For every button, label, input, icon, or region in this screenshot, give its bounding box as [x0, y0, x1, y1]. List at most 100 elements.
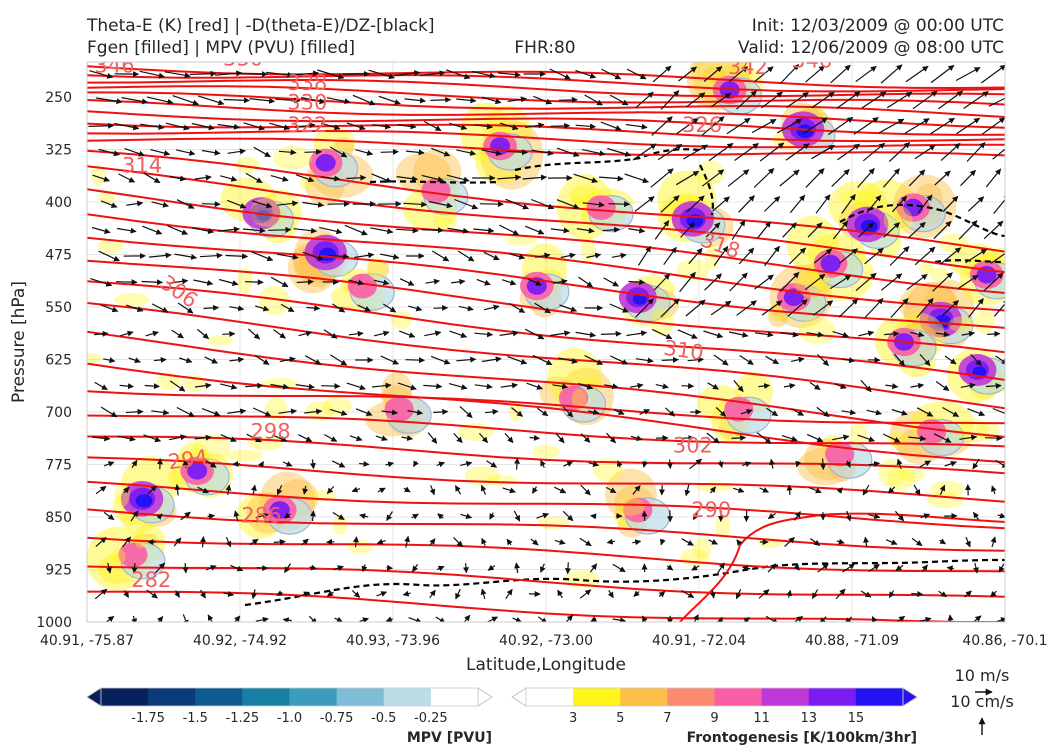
wind-vector — [368, 69, 395, 80]
fgen-speck — [207, 335, 233, 346]
fgen-speck — [532, 445, 560, 459]
wind-vector — [685, 92, 706, 108]
wind-vector — [522, 174, 547, 181]
fgen-speck — [90, 164, 106, 187]
wind-vector — [483, 304, 500, 311]
fgen-speck — [225, 449, 263, 462]
wind-vector — [603, 383, 619, 390]
fgen-speck — [87, 353, 102, 364]
wind-vector — [456, 97, 477, 104]
wind-vector — [272, 434, 288, 442]
wind-vector — [148, 252, 172, 259]
fgen-core — [384, 396, 414, 422]
wind-vector — [883, 222, 900, 238]
wind-vector — [983, 272, 1004, 292]
wind-vector — [552, 383, 569, 390]
wind-vector — [701, 169, 725, 187]
wind-vector — [106, 562, 112, 574]
wind-vector — [981, 64, 1005, 84]
wind-vector — [230, 564, 244, 572]
wind-vector — [794, 511, 801, 521]
wind-vector — [959, 434, 978, 441]
wind-vector — [203, 304, 220, 311]
wind-vector — [639, 409, 650, 415]
wind-vector — [965, 248, 988, 264]
wind-vector — [404, 535, 411, 548]
fgen-speck — [249, 197, 284, 227]
wind-vector — [119, 330, 134, 337]
wind-vector — [174, 253, 198, 260]
wind-vector — [227, 408, 247, 415]
wind-vector — [512, 617, 522, 622]
wind-vector — [705, 222, 721, 238]
wind-vector — [784, 536, 795, 548]
wind-vector — [855, 65, 877, 83]
wind-vector — [428, 201, 453, 209]
wind-vector — [412, 564, 419, 573]
wind-vector — [486, 460, 498, 468]
wind-vector — [581, 149, 606, 157]
wind-vector — [930, 64, 955, 84]
wind-vector — [837, 143, 861, 161]
fgen-speck — [956, 418, 989, 443]
fgen-speck — [234, 157, 260, 174]
fgen-speck — [886, 431, 909, 448]
wind-vector — [537, 616, 548, 622]
wind-vector — [891, 195, 908, 213]
fgen-speck — [114, 481, 130, 507]
wind-vector — [459, 405, 473, 419]
wind-vector — [817, 563, 829, 573]
wind-vector — [526, 382, 543, 390]
wind-vector — [176, 406, 195, 418]
wind-vector — [92, 174, 110, 182]
wind-vector — [655, 383, 669, 390]
wind-vector — [481, 356, 502, 363]
wind-vector — [554, 539, 566, 545]
wind-vector — [168, 434, 187, 441]
wind-vector — [284, 512, 291, 519]
wind-vector — [871, 616, 878, 622]
wind-vector — [973, 511, 980, 520]
wind-vector — [607, 147, 632, 157]
wind-vector — [606, 432, 616, 444]
wind-vector — [507, 96, 527, 103]
wind-vector — [514, 457, 521, 470]
wind-vector — [253, 146, 271, 158]
wind-vector — [403, 201, 428, 208]
y-tick-label: 925 — [45, 563, 72, 579]
wind-vector — [284, 563, 291, 573]
wind-vector — [944, 355, 957, 365]
wind-vector — [90, 278, 113, 287]
wind-vector — [739, 354, 754, 366]
wind-vector — [598, 175, 624, 182]
wind-vector — [143, 172, 161, 184]
fgen-speck — [347, 539, 373, 554]
wind-vector — [323, 329, 338, 339]
colorbar-segment — [289, 688, 338, 706]
wind-vector — [374, 279, 390, 286]
wind-vector — [795, 460, 802, 468]
wind-vector — [683, 144, 709, 160]
wind-vector — [934, 170, 951, 186]
wind-vector — [445, 69, 471, 80]
wind-vector — [156, 513, 163, 520]
wind-vector — [531, 198, 555, 210]
wind-vector — [304, 148, 323, 155]
wind-vector — [355, 149, 374, 156]
wind-vector — [578, 276, 593, 288]
wind-vector — [628, 227, 646, 234]
theta-e-contour — [87, 480, 1005, 530]
wind-vector — [609, 303, 629, 313]
wind-vector — [309, 564, 317, 571]
wind-vector — [624, 173, 649, 184]
wind-vector — [763, 196, 781, 212]
wind-vector — [296, 278, 314, 285]
wind-vector — [270, 175, 289, 182]
wind-vector — [280, 303, 295, 313]
wind-vector — [298, 330, 313, 337]
wind-vector — [540, 459, 546, 468]
wind-vector — [401, 435, 414, 441]
wind-vector — [182, 563, 189, 574]
wind-vector — [194, 382, 212, 389]
wind-vector — [967, 408, 986, 417]
